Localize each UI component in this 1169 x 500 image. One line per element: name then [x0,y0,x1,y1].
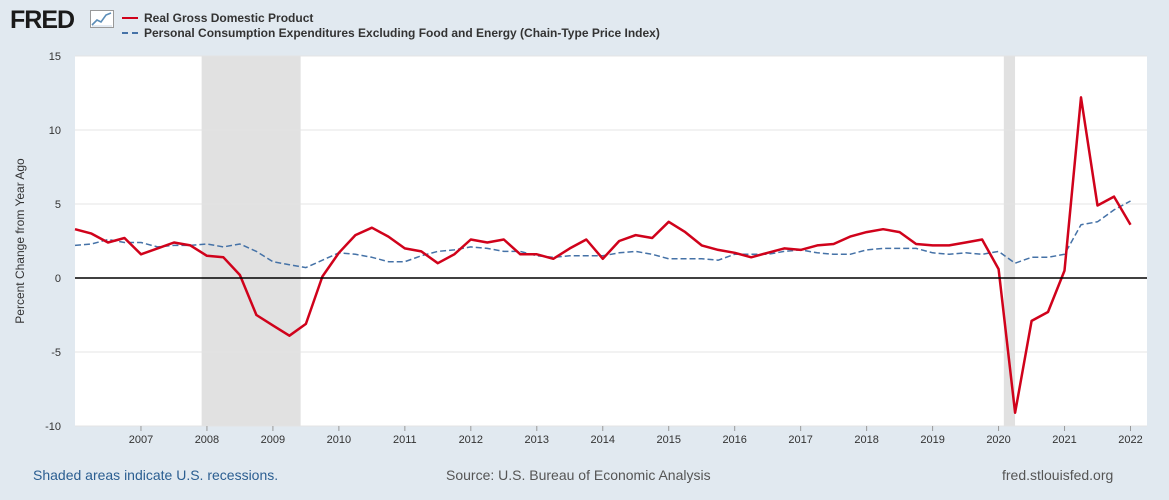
y-tick-label: 15 [49,51,61,63]
x-tick-label: 2016 [722,434,746,446]
source-note: Source: U.S. Bureau of Economic Analysis [446,467,711,483]
series-lines [74,96,1147,414]
legend-swatch-gdp [122,17,138,19]
x-tick-label: 2009 [261,434,285,446]
legend-label-gdp: Real Gross Domestic Product [144,11,314,25]
x-tick-label: 2020 [986,434,1010,446]
recession-shading [201,56,1016,426]
y-tick-label: -5 [51,347,61,359]
y-tick-label: 5 [55,199,61,211]
y-axis-ticks: -10 -5 0 5 10 15 [45,51,61,433]
x-tick-label: 2013 [525,434,549,446]
x-tick-label: 2015 [656,434,680,446]
gridlines [75,55,1147,427]
x-tick-label: 2010 [327,434,351,446]
site-url[interactable]: fred.stlouisfed.org [1002,467,1114,483]
x-tick-label: 2018 [854,434,878,446]
recession-band-1 [1003,56,1016,426]
x-tick-label: 2021 [1052,434,1076,446]
x-tick-label: 2008 [195,434,219,446]
chart-trend-icon [90,10,114,28]
x-axis-ticks: 2007 2008 2009 2010 2011 2012 2013 2014 2015 2016… [129,426,1143,446]
series-line-gdp [74,96,1132,414]
recession-band-0 [201,56,301,426]
y-axis-label: Percent Change from Year Ago [13,158,27,324]
x-tick-label: 2022 [1118,434,1142,446]
x-tick-label: 2014 [591,434,615,446]
legend-label-pce: Personal Consumption Expenditures Exclud… [144,26,660,40]
series-line-pce [74,200,1131,269]
y-tick-label: 10 [49,125,61,137]
y-tick-label: -10 [45,421,61,433]
recession-note: Shaded areas indicate U.S. recessions. [33,467,279,483]
x-tick-label: 2012 [459,434,483,446]
x-tick-label: 2011 [393,434,417,446]
x-tick-label: 2019 [920,434,944,446]
fred-logo[interactable]: FRED [10,6,75,34]
legend-swatch-pce [122,32,138,34]
y-tick-label: 0 [55,273,61,285]
x-tick-label: 2007 [129,434,153,446]
x-tick-label: 2017 [788,434,812,446]
